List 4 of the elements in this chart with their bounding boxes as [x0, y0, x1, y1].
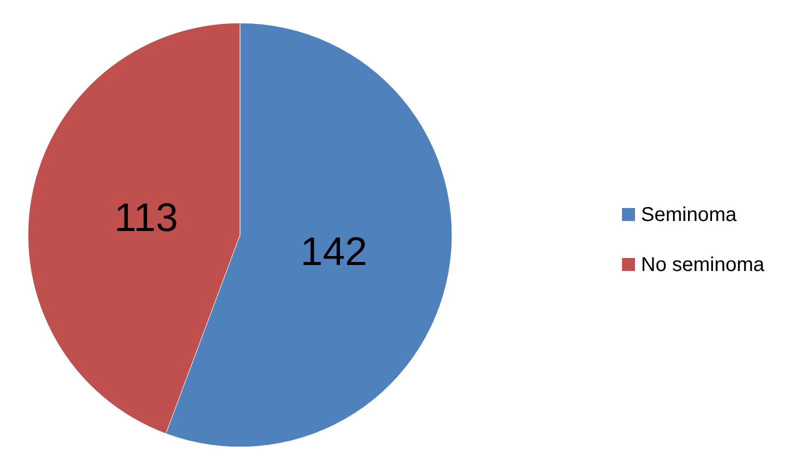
data-label: 113: [114, 196, 178, 240]
legend-label: Seminoma: [641, 204, 738, 226]
legend-label: No seminoma: [641, 254, 766, 276]
data-label: 142: [300, 230, 368, 274]
